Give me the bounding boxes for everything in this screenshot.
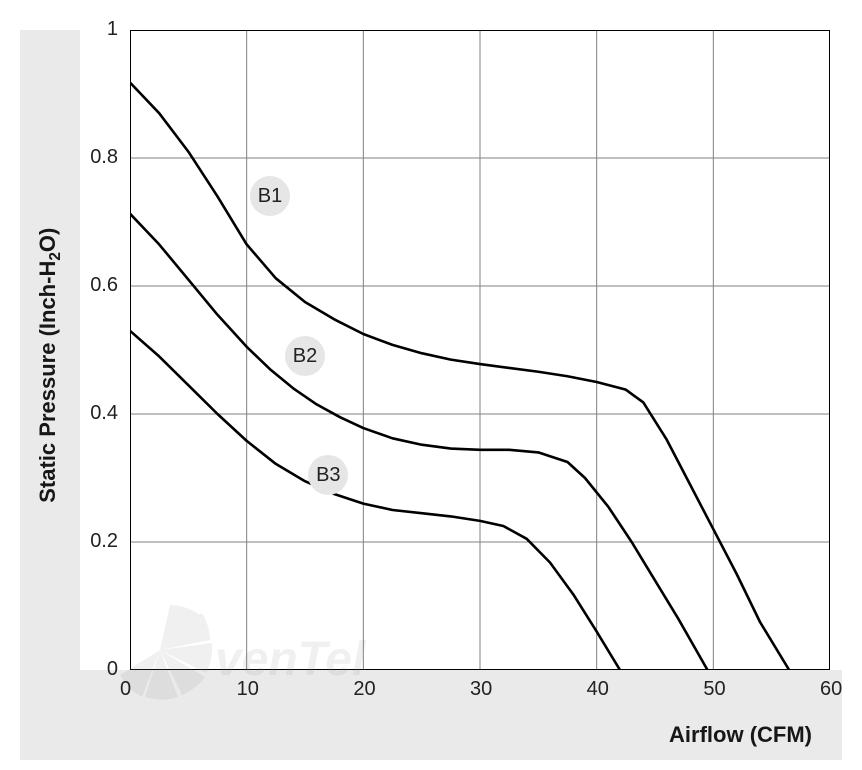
- x-tick-label: 20: [353, 678, 375, 701]
- chart-container: Static Pressure (Inch-H2O) Airflow (CFM)…: [0, 0, 862, 770]
- x-tick-label: 30: [470, 678, 492, 701]
- x-axis-label: Airflow (CFM): [669, 722, 812, 748]
- x-tick-label: 10: [237, 678, 259, 701]
- x-tick-label: 60: [820, 678, 842, 701]
- y-tick-label: 0.6: [90, 274, 118, 297]
- ylabel-sub: 2: [47, 252, 64, 261]
- x-tick-label: 0: [120, 678, 131, 701]
- y-axis-label: Static Pressure (Inch-H2O): [35, 45, 65, 685]
- plot-svg: [130, 30, 830, 670]
- y-tick-label: 1: [107, 18, 118, 41]
- chart-plot: [130, 30, 830, 675]
- y-tick-label: 0.4: [90, 402, 118, 425]
- y-tick-label: 0: [107, 658, 118, 681]
- series-label-b3: B3: [308, 455, 348, 495]
- y-tick-label: 0.8: [90, 146, 118, 169]
- x-tick-label: 40: [587, 678, 609, 701]
- y-axis-panel: Static Pressure (Inch-H2O): [20, 30, 80, 670]
- x-tick-label: 50: [703, 678, 725, 701]
- ylabel-suffix: O): [35, 228, 60, 252]
- y-tick-label: 0.2: [90, 530, 118, 553]
- ylabel-prefix: Static Pressure (Inch-H: [35, 261, 60, 503]
